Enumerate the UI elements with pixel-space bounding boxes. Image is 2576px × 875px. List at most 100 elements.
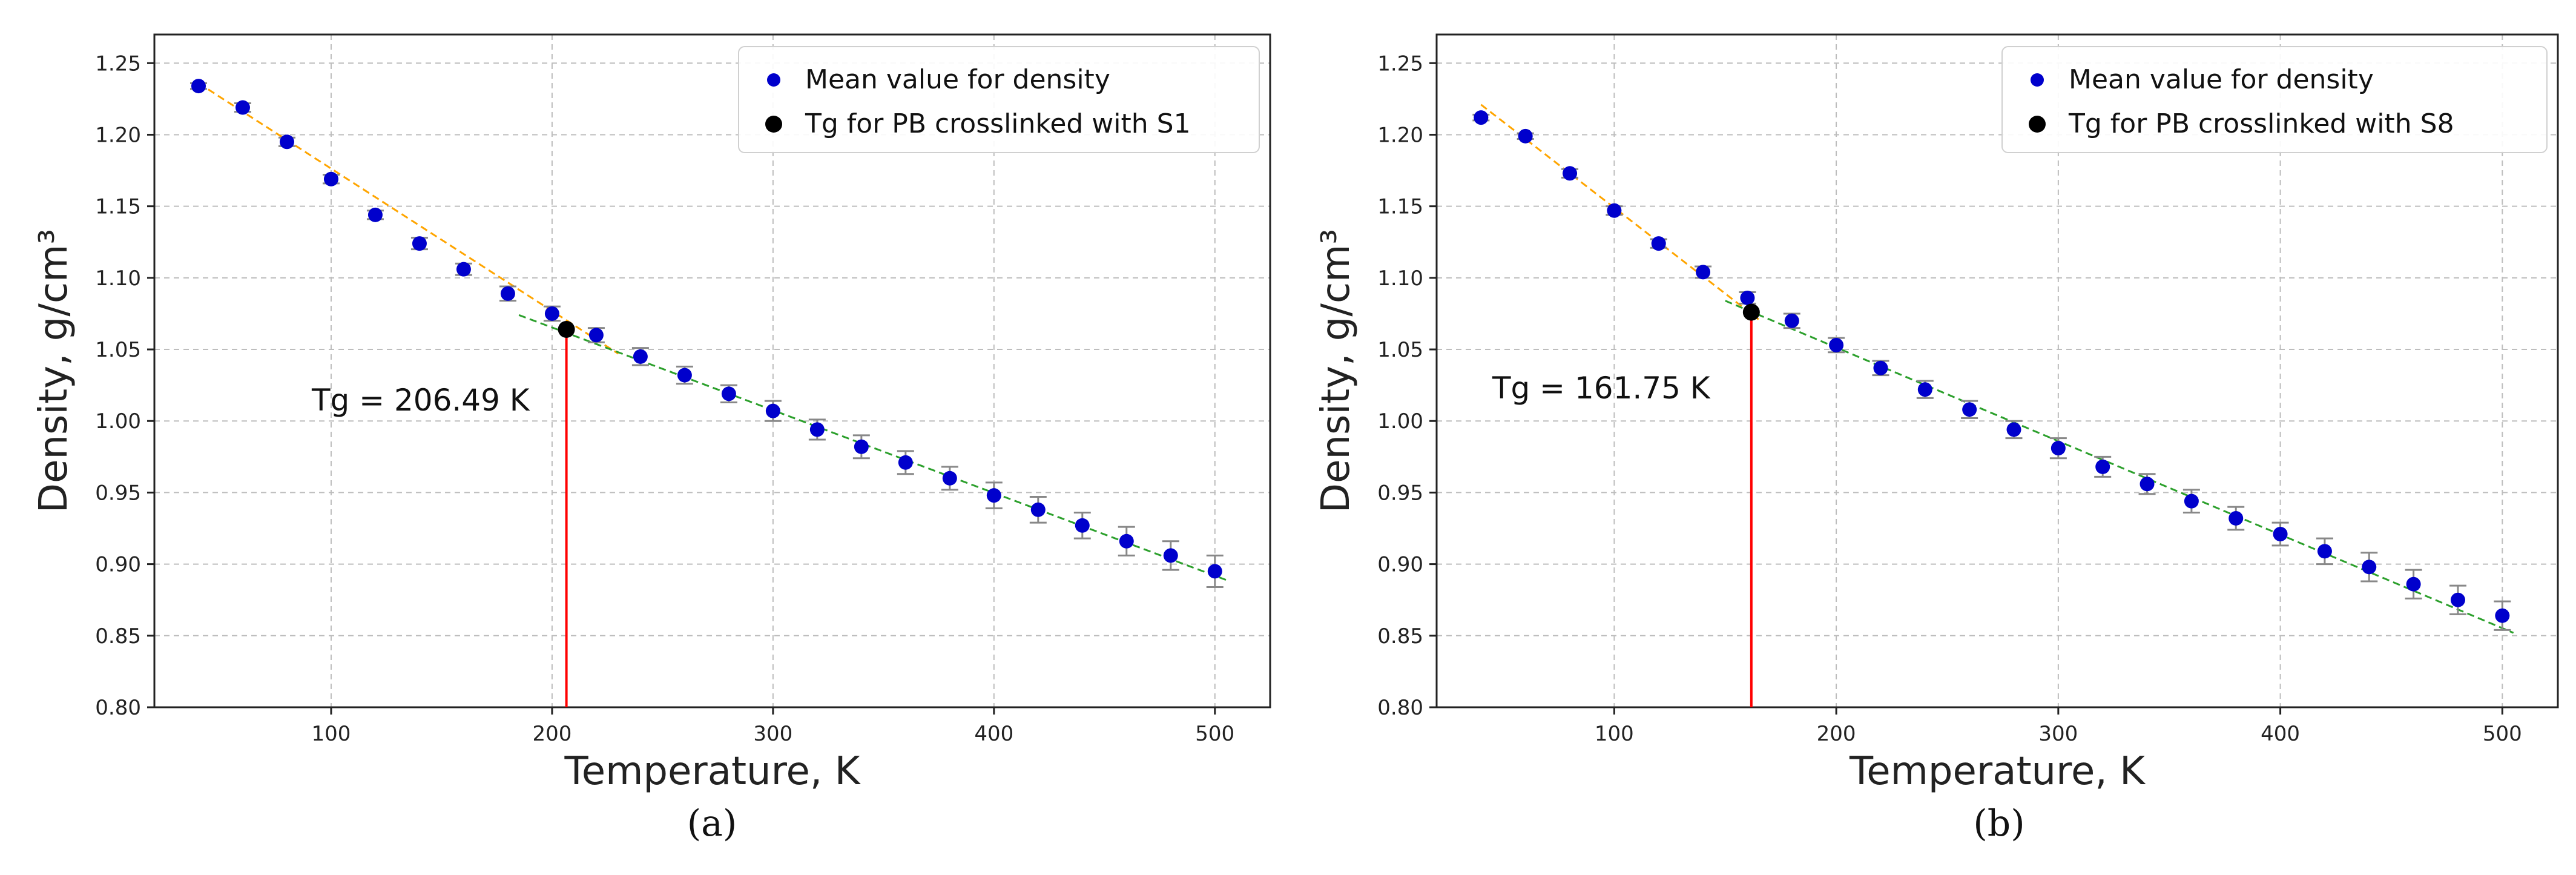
data-point	[1075, 518, 1090, 533]
data-point	[588, 328, 604, 343]
y-axis-title: Density, g/cm³	[31, 229, 76, 513]
tg-point	[1742, 303, 1760, 321]
data-point	[1962, 402, 1977, 417]
y-tick-label: 0.90	[1377, 553, 1423, 577]
data-point	[1784, 313, 1799, 328]
x-tick-label: 500	[1195, 722, 1234, 746]
data-point	[1873, 360, 1888, 375]
x-tick-label: 400	[974, 722, 1013, 746]
y-tick-label: 1.15	[1377, 195, 1423, 219]
data-point	[2006, 422, 2021, 437]
plot-frame	[153, 33, 1271, 708]
x-axis-title: Temperature, K	[564, 749, 861, 794]
y-tick-label: 1.20	[1377, 123, 1423, 147]
legend-label-mean: Mean value for density	[805, 64, 1110, 95]
chart-panel-a: 100 200 300 400 500 0.80 0.85 0.90 0.95 1.00 1.05 1…	[31, 33, 1271, 845]
fit-line-high-temperature	[1725, 300, 2514, 634]
data-point	[456, 262, 471, 277]
y-axis-title: Density, g/cm³	[1314, 229, 1359, 513]
data-point	[2095, 459, 2110, 474]
data-point	[2362, 560, 2377, 575]
x-tick-label: 100	[312, 722, 351, 746]
legend-marker-mean	[767, 73, 780, 87]
data-point	[367, 207, 383, 222]
x-axis-title: Temperature, K	[1849, 749, 2146, 794]
y-tick-label: 1.25	[95, 51, 141, 76]
tg-annotation: Tg = 161.75 K	[1492, 371, 1711, 406]
y-tick-label: 1.20	[95, 123, 141, 147]
tg-annotation: Tg = 206.49 K	[311, 383, 530, 418]
legend-box	[2001, 46, 2548, 153]
y-tick-label: 0.90	[95, 553, 141, 577]
data-point	[2140, 477, 2155, 492]
data-point	[2450, 592, 2465, 607]
data-point	[633, 349, 648, 364]
y-tick-label: 1.00	[95, 409, 141, 434]
y-tick-label: 0.80	[95, 696, 141, 720]
y-tick-label: 1.10	[95, 266, 141, 291]
y-tick-label: 0.85	[95, 624, 141, 649]
data-point	[721, 386, 736, 401]
data-point	[2273, 526, 2288, 541]
legend-label-tg: Tg for PB crosslinked with S1	[805, 108, 1191, 139]
y-tick-label: 0.85	[1377, 624, 1423, 649]
data-point	[279, 134, 294, 150]
data-point	[2184, 494, 2199, 509]
data-point	[898, 455, 913, 470]
data-point	[1563, 166, 1578, 181]
legend-marker-tg	[2029, 116, 2046, 133]
data-point	[2051, 441, 2066, 456]
y-tick-label: 1.10	[1377, 266, 1423, 291]
data-point	[1829, 337, 1844, 352]
x-tick-label: 300	[2038, 722, 2078, 746]
data-point	[323, 171, 338, 187]
y-tick-label: 1.05	[1377, 338, 1423, 362]
data-point	[235, 100, 250, 115]
data-point	[1207, 564, 1222, 579]
data-point	[1696, 265, 1711, 280]
tg-point	[558, 320, 575, 338]
legend-marker-tg	[765, 116, 782, 133]
data-point	[854, 439, 869, 454]
data-point	[1119, 533, 1134, 549]
y-tick-label: 1.15	[95, 195, 141, 219]
data-point	[986, 488, 1001, 503]
data-point	[2495, 608, 2510, 623]
data-point	[765, 403, 780, 418]
data-point	[809, 422, 825, 437]
data-point	[942, 471, 957, 486]
data-point	[1030, 502, 1046, 517]
data-point	[1740, 290, 1755, 305]
x-tick-label: 100	[1595, 722, 1634, 746]
data-point	[1917, 382, 1932, 397]
data-point	[1474, 110, 1489, 125]
chart-panel-b: 100 200 300 400 500 0.80 0.85 0.90 0.95 1.00 1.05 1…	[1314, 33, 2559, 845]
data-point	[1651, 236, 1666, 251]
x-tick-label: 200	[532, 722, 572, 746]
x-tick-label: 300	[753, 722, 792, 746]
x-tick-label: 400	[2261, 722, 2300, 746]
y-tick-label: 1.05	[95, 338, 141, 362]
data-point	[1607, 203, 1622, 218]
data-point	[500, 286, 515, 301]
y-tick-label: 0.95	[1377, 481, 1423, 505]
y-tick-label: 1.25	[1377, 51, 1423, 76]
y-tick-label: 0.80	[1377, 696, 1423, 720]
legend-label-tg: Tg for PB crosslinked with S8	[2068, 108, 2454, 139]
y-tick-label: 0.95	[95, 481, 141, 505]
legend-label-mean: Mean value for density	[2069, 64, 2374, 95]
data-point	[677, 368, 692, 383]
data-point	[544, 306, 559, 321]
data-point	[2406, 576, 2421, 592]
data-point	[1518, 128, 1533, 144]
y-tick-label: 1.00	[1377, 409, 1423, 434]
legend-marker-mean	[2031, 73, 2044, 87]
data-point	[2317, 544, 2332, 559]
plot-frame	[1435, 33, 2559, 708]
data-point	[412, 236, 427, 251]
x-tick-label: 200	[1817, 722, 1856, 746]
panel-caption: (b)	[1973, 802, 2024, 845]
data-point	[1163, 548, 1178, 563]
data-point	[191, 79, 206, 94]
